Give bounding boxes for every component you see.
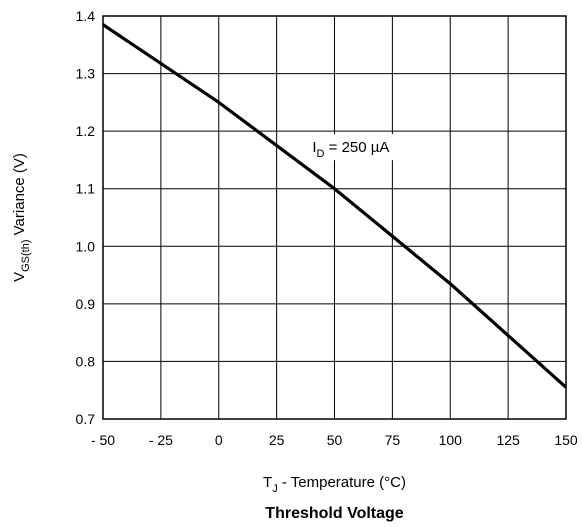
x-tick-label: 100	[439, 432, 463, 448]
y-axis-label: VGS(th) Variance (V)	[11, 153, 32, 282]
y-tick-label: 0.7	[76, 411, 96, 427]
chart-title: Threshold Voltage	[265, 505, 403, 522]
y-tick-label: 1.1	[76, 181, 96, 197]
x-tick-label: 25	[269, 432, 285, 448]
x-tick-label: 50	[327, 432, 343, 448]
grid-lines	[102, 15, 567, 420]
x-tick-labels: - 50 - 25 0 25 50 75 100 125 150	[91, 432, 578, 448]
y-tick-label: 1.2	[76, 123, 96, 139]
threshold-voltage-line	[102, 23, 568, 389]
x-axis-label: TJ - Temperature (°C)	[263, 474, 406, 495]
x-tick-label: 125	[496, 432, 520, 448]
plot-frame	[102, 15, 567, 420]
x-tick-label: 150	[554, 432, 578, 448]
y-tick-label: 1.3	[76, 66, 96, 82]
y-tick-labels: 0.7 0.8 0.9 1.0 1.1 1.2 1.3 1.4	[76, 8, 96, 427]
y-tick-label: 0.8	[76, 353, 96, 369]
x-tick-label: - 50	[91, 432, 115, 448]
annotation-background	[310, 134, 429, 161]
annotation-label: ID = 250 µA	[312, 139, 389, 160]
y-tick-label: 1.0	[76, 238, 96, 254]
y-tick-label: 1.4	[76, 8, 96, 24]
y-tick-label: 0.9	[76, 296, 96, 312]
x-tick-label: 75	[385, 432, 401, 448]
x-tick-label: - 25	[149, 432, 173, 448]
x-tick-label: 0	[215, 432, 223, 448]
series-group	[102, 23, 568, 389]
